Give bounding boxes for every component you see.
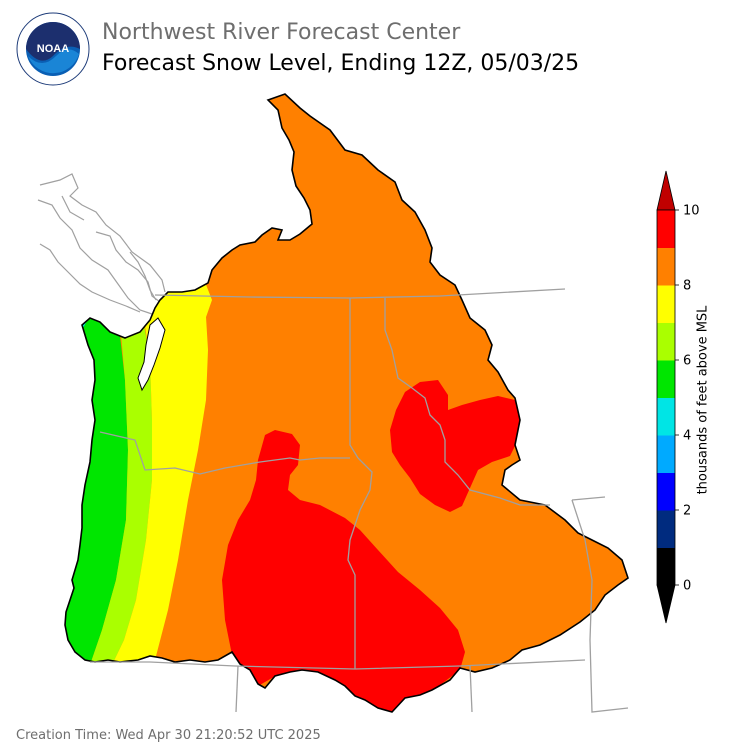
- band-9-10-south: [222, 430, 465, 712]
- or-ca-nv-border: [90, 659, 586, 670]
- colorbar-over-arrow: [656, 170, 676, 211]
- wa-or-border: [99, 431, 350, 475]
- noaa-logo-text: NOAA: [37, 43, 69, 55]
- band-7-8: [112, 290, 208, 665]
- political-borders: [90, 288, 629, 713]
- colorbar-band-5-6: [657, 360, 675, 398]
- band-5-6-south: [65, 318, 128, 665]
- basin-boundary: [64, 93, 629, 713]
- wa-id-border: [349, 298, 359, 459]
- colorbar-band-6-7: [657, 322, 675, 361]
- creation-time: Creation Time: Wed Apr 30 21:20:52 UTC 2…: [16, 728, 321, 743]
- noaa-logo-icon: NOAA: [16, 12, 90, 86]
- colorbar-tick-label: 8: [683, 279, 691, 294]
- product-title: Forecast Snow Level, Ending 12Z, 05/03/2…: [102, 51, 580, 76]
- band-9-10-east: [390, 380, 520, 512]
- puget-sound: [137, 317, 166, 392]
- colorbar-band-2-3: [657, 472, 675, 511]
- colorbar-tick-label: 0: [683, 579, 691, 594]
- colorbar-tick-label: 4: [683, 429, 691, 444]
- colorbar-tick-label: 2: [683, 504, 691, 519]
- or-id-border: [347, 457, 373, 669]
- colorbar-band-1-2: [657, 510, 675, 548]
- colorbar-band-8-9: [657, 247, 675, 286]
- ut-border: [469, 665, 473, 713]
- colorbar-band-0-1: [657, 547, 675, 586]
- mt-wy-border: [571, 496, 606, 501]
- colorbar-band-9-10: [657, 210, 675, 248]
- colorbar-band-3-4: [657, 435, 675, 473]
- colorbar-tick-label: 6: [683, 354, 691, 369]
- coastline: [37, 173, 166, 315]
- wy-border: [571, 499, 629, 713]
- band-6-7: [90, 300, 152, 665]
- colorbar-band-4-5: [657, 397, 675, 436]
- id-mt-border: [384, 298, 550, 506]
- snow-level-colorbar: 0 2 4 6 8 10: [656, 170, 700, 624]
- colorbar-label: thousands of feet above MSL: [695, 305, 711, 495]
- colorbar-tick-label: 10: [683, 204, 700, 219]
- colorbar-band-7-8: [657, 285, 675, 323]
- forecast-center-title: Northwest River Forecast Center: [102, 20, 461, 45]
- colorbar-under-arrow: [656, 584, 676, 624]
- nv-border: [235, 665, 239, 713]
